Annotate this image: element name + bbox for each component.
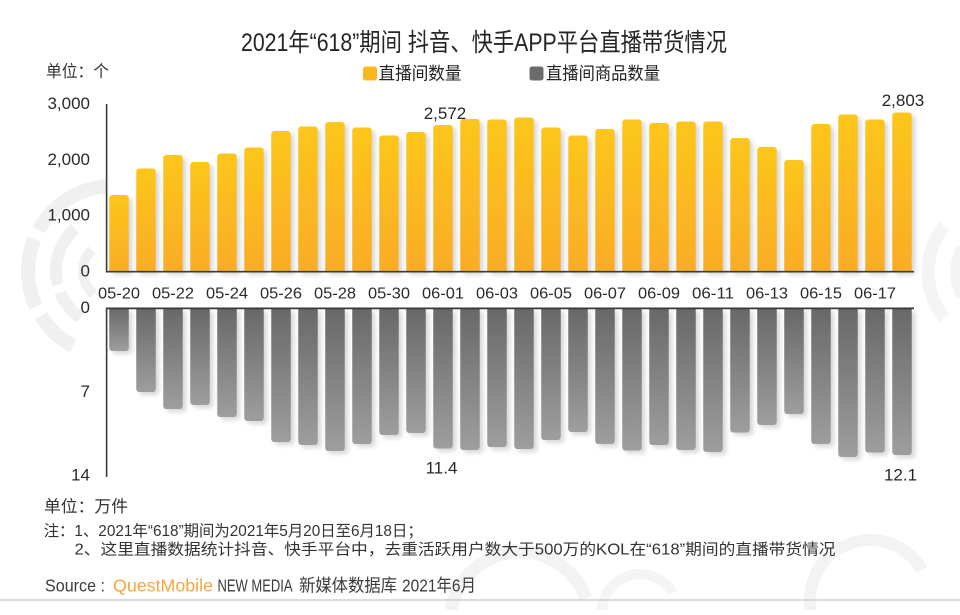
svg-text:06-09: 06-09 (638, 286, 680, 303)
svg-text:2021年“618”期间 抖音、快手APP平台直播带货情况: 2021年“618”期间 抖音、快手APP平台直播带货情况 (241, 29, 727, 57)
svg-text:2021年6月: 2021年6月 (402, 576, 476, 596)
svg-text:单位：个: 单位：个 (46, 62, 109, 81)
svg-text:05-28: 05-28 (314, 286, 356, 303)
svg-text:NEW MEDIA: NEW MEDIA (218, 576, 293, 596)
svg-text:直播间数量: 直播间数量 (379, 64, 462, 84)
svg-text:06-15: 06-15 (800, 286, 842, 303)
svg-text:06-17: 06-17 (854, 286, 896, 303)
svg-text:06-01: 06-01 (422, 286, 464, 303)
svg-text:直播间商品数量: 直播间商品数量 (546, 64, 660, 84)
svg-text:2,000: 2,000 (47, 150, 90, 169)
svg-text:06-03: 06-03 (476, 286, 518, 303)
svg-text:新媒体数据库: 新媒体数据库 (299, 576, 397, 596)
svg-text:05-30: 05-30 (368, 286, 410, 303)
svg-text:Source :: Source : (45, 576, 105, 596)
svg-text:06-13: 06-13 (746, 286, 788, 303)
svg-text:3,000: 3,000 (47, 94, 90, 113)
svg-text:06-11: 06-11 (692, 286, 734, 303)
svg-text:06-07: 06-07 (584, 286, 626, 303)
svg-text:1,000: 1,000 (47, 206, 90, 225)
svg-text:12.1: 12.1 (884, 466, 917, 485)
svg-text:06-05: 06-05 (530, 286, 572, 303)
svg-text:14: 14 (71, 466, 90, 485)
svg-text:注：1、2021年“618”期间为2021年5月20日至6月: 注：1、2021年“618”期间为2021年5月20日至6月18日； (44, 522, 423, 540)
svg-text:QuestMobile: QuestMobile (113, 576, 213, 596)
svg-text:0: 0 (81, 261, 90, 280)
svg-text:05-26: 05-26 (260, 286, 302, 303)
svg-text:05-20: 05-20 (98, 286, 140, 303)
svg-text:单位：万件: 单位：万件 (44, 497, 128, 516)
svg-text:05-24: 05-24 (206, 286, 248, 303)
svg-text:2、这里直播数据统计抖音、快手平台中，去重活跃用户数大于50: 2、这里直播数据统计抖音、快手平台中，去重活跃用户数大于500万的KOL在“61… (75, 541, 836, 559)
svg-text:05-22: 05-22 (152, 286, 194, 303)
svg-text:2,572: 2,572 (424, 104, 467, 123)
svg-text:2,803: 2,803 (882, 91, 925, 110)
svg-text:7: 7 (81, 382, 90, 401)
svg-text:0: 0 (81, 298, 90, 317)
svg-text:11.4: 11.4 (426, 459, 458, 478)
